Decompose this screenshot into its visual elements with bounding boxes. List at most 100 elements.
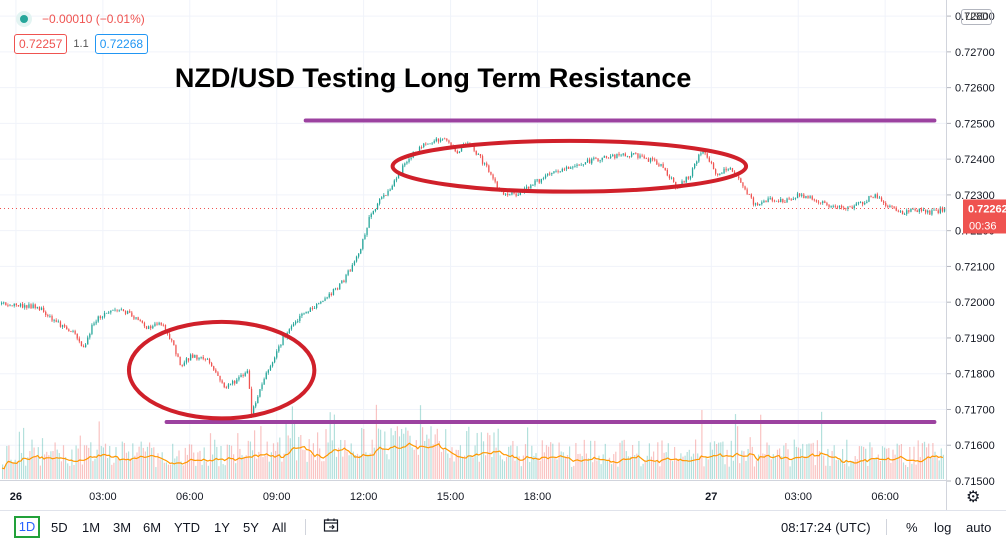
- volume-bar: [338, 447, 340, 479]
- price-tick-label: 0.71600: [955, 440, 995, 452]
- buy-price-button[interactable]: 0.72268: [94, 34, 149, 54]
- candle-body: [654, 159, 656, 161]
- volume-bar: [382, 448, 384, 479]
- candle-body: [72, 330, 74, 332]
- time-tick-label: 15:00: [437, 491, 465, 503]
- volume-bar: [266, 441, 268, 479]
- candle-body: [656, 160, 658, 165]
- volume-bar: [67, 463, 69, 479]
- price-tick-label: 0.72700: [955, 47, 995, 59]
- price-tick-label: 0.72500: [955, 118, 995, 130]
- candle-body: [358, 253, 360, 257]
- candle-body: [24, 305, 26, 308]
- candle-body: [322, 300, 324, 302]
- candle-body: [3, 302, 5, 304]
- candle-body: [542, 178, 545, 180]
- candle-body: [841, 205, 843, 208]
- chart-area[interactable]: NZD/USD Testing Long Term Resistance: [0, 0, 946, 518]
- candle-body: [809, 196, 811, 198]
- candle-body: [727, 169, 729, 171]
- candle-body: [444, 138, 446, 140]
- volume-bar: [323, 461, 325, 479]
- volume-bar: [898, 445, 900, 479]
- candle-body: [124, 311, 127, 314]
- volume-bar: [296, 460, 298, 479]
- volume-bar: [724, 464, 726, 479]
- candle-body: [712, 163, 715, 170]
- volume-bar: [718, 442, 720, 479]
- auto-scale-toggle[interactable]: auto: [966, 520, 992, 535]
- timeframe-all[interactable]: All: [272, 520, 287, 535]
- candle-body: [511, 192, 513, 195]
- volume-bar: [312, 443, 314, 479]
- volume-bar: [850, 461, 852, 479]
- volume-bar: [913, 446, 915, 479]
- candle-body: [9, 305, 11, 307]
- timeframe-3m[interactable]: 3M: [113, 520, 132, 535]
- percent-scale-toggle[interactable]: %: [906, 520, 918, 535]
- volume-bar: [703, 466, 705, 479]
- candle-body: [253, 406, 255, 417]
- volume-bar: [699, 456, 701, 479]
- volume-bar: [205, 461, 207, 479]
- candle-body: [276, 351, 278, 358]
- timeframe-5y[interactable]: 5Y: [243, 520, 259, 535]
- candle-body: [687, 177, 689, 179]
- volume-bar: [453, 461, 455, 479]
- volume-bar: [533, 455, 535, 479]
- candle-body: [914, 208, 916, 211]
- candle-body: [240, 374, 242, 378]
- volume-bar: [617, 466, 619, 479]
- candle-body: [255, 403, 257, 407]
- candle-body: [34, 304, 36, 308]
- timeframe-1y[interactable]: 1Y: [214, 520, 230, 535]
- calendar-range-icon[interactable]: [323, 517, 339, 536]
- candle-body: [139, 319, 141, 321]
- volume-bar: [823, 455, 825, 479]
- volume-bar: [392, 435, 394, 479]
- candle-body: [855, 203, 857, 206]
- volume-bar: [472, 457, 474, 479]
- utc-clock[interactable]: 08:17:24 (UTC): [781, 520, 871, 535]
- timeframe-6m[interactable]: 6M: [143, 520, 162, 535]
- candle-body: [282, 335, 284, 346]
- candle-body: [637, 153, 639, 158]
- timeframe-1m[interactable]: 1M: [82, 520, 101, 535]
- timeframe-5d[interactable]: 5D: [51, 520, 68, 535]
- volume-bar: [497, 428, 499, 479]
- current-price-tag-label: 0.72262: [968, 203, 1006, 215]
- time-tick-label: 06:00: [871, 491, 899, 503]
- volume-bar: [293, 423, 296, 479]
- timeframe-ytd[interactable]: YTD: [174, 520, 200, 535]
- candle-body: [547, 173, 549, 176]
- price-axis[interactable]: 0.72800 0.72700 0.72600 0.72500 0.72400 0.723…: [946, 0, 1006, 524]
- candle-body: [784, 202, 786, 203]
- candle-body: [757, 203, 759, 206]
- volume-bar: [58, 453, 60, 479]
- sell-price-button[interactable]: 0.72257: [14, 34, 68, 54]
- time-axis[interactable]: 26 03:00 06:00 09:00 12:00 15:00 18:00 27 03:00 0…: [0, 480, 946, 511]
- candle-body: [385, 195, 387, 196]
- volume-bar: [321, 461, 323, 479]
- candle-body: [836, 206, 839, 208]
- candle-body: [828, 205, 830, 207]
- candle-body: [408, 158, 410, 162]
- candle-body: [927, 210, 929, 213]
- timeframe-1d[interactable]: 1D: [14, 516, 40, 538]
- volume-bar: [783, 445, 785, 479]
- volume-bar: [827, 448, 829, 479]
- log-scale-toggle[interactable]: log: [934, 520, 952, 535]
- candle-body: [746, 189, 748, 194]
- gear-icon[interactable]: ⚙: [966, 489, 981, 506]
- candle-body: [173, 340, 175, 346]
- volume-bar: [10, 459, 12, 479]
- volume-bar: [220, 445, 222, 479]
- volume-bar: [254, 430, 256, 479]
- currency-label[interactable]: USD: [961, 9, 993, 25]
- candle-body: [775, 200, 778, 202]
- volume-bar: [875, 457, 877, 479]
- volume-bar: [766, 442, 768, 479]
- volume-bar: [690, 456, 692, 479]
- price-chart[interactable]: NZD/USD Testing Long Term Resistance: [0, 0, 946, 518]
- candle-body: [410, 157, 412, 159]
